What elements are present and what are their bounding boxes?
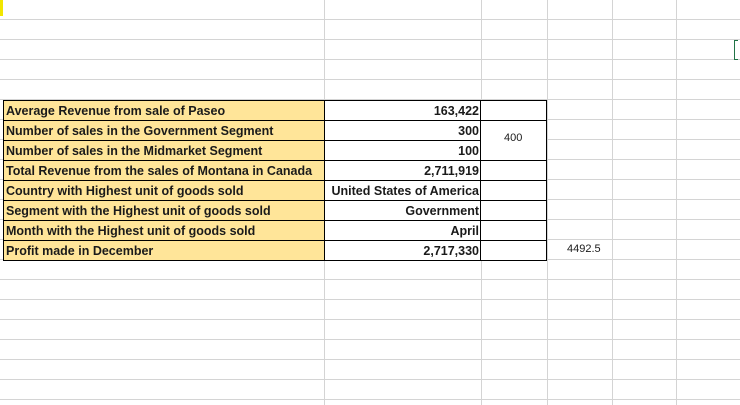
row-gridline (0, 279, 740, 280)
bordered-empty-cell[interactable] (480, 100, 547, 121)
row-gridline (0, 319, 740, 320)
row-gridline (0, 19, 740, 20)
bordered-empty-cell[interactable] (480, 200, 547, 221)
row-gridline (0, 359, 740, 360)
value-cell-government-sales[interactable]: 300 (324, 120, 481, 141)
value-cell-top-segment[interactable]: Government (324, 200, 481, 221)
column-gridline (612, 0, 613, 405)
value-cell-midmarket-sales[interactable]: 100 (324, 140, 481, 161)
bordered-empty-cell[interactable] (480, 220, 547, 241)
row-gridline (0, 99, 740, 100)
label-cell-top-segment[interactable]: Segment with the Highest unit of goods s… (3, 200, 325, 221)
row-gridline (0, 399, 740, 400)
row-gridline (0, 299, 740, 300)
row-gridline (0, 79, 740, 80)
value-cell-top-month[interactable]: April (324, 220, 481, 241)
row-gridline (0, 339, 740, 340)
label-cell-avg-revenue-paseo[interactable]: Average Revenue from sale of Paseo (3, 100, 325, 121)
label-cell-midmarket-sales[interactable]: Number of sales in the Midmarket Segment (3, 140, 325, 161)
sheet-edge-marker (734, 40, 738, 60)
bordered-empty-cell[interactable] (480, 160, 547, 181)
row-gridline (0, 379, 740, 380)
active-cell-marker (0, 0, 3, 16)
value-cell-top-country[interactable]: United States of America (324, 180, 481, 201)
label-cell-montana-canada-revenue[interactable]: Total Revenue from the sales of Montana … (3, 160, 325, 181)
row-gridline (0, 59, 740, 60)
column-gridline (547, 0, 548, 405)
label-cell-december-profit[interactable]: Profit made in December (3, 240, 325, 261)
side-value-text: 400 (504, 132, 523, 144)
value-cell-montana-canada-revenue[interactable]: 2,711,919 (324, 160, 481, 181)
side-value-cell[interactable]: 400 (480, 120, 547, 161)
row-gridline (0, 39, 740, 40)
label-cell-top-month[interactable]: Month with the Highest unit of goods sol… (3, 220, 325, 241)
bordered-empty-cell[interactable] (480, 240, 547, 261)
bordered-empty-cell[interactable] (480, 180, 547, 201)
value-cell-december-profit[interactable]: 2,717,330 (324, 240, 481, 261)
label-cell-top-country[interactable]: Country with Highest unit of goods sold (3, 180, 325, 201)
label-cell-government-sales[interactable]: Number of sales in the Government Segmen… (3, 120, 325, 141)
extra-value-cell[interactable]: 4492.5 (567, 243, 601, 255)
value-cell-avg-revenue-paseo[interactable]: 163,422 (324, 100, 481, 121)
column-gridline (676, 0, 677, 405)
